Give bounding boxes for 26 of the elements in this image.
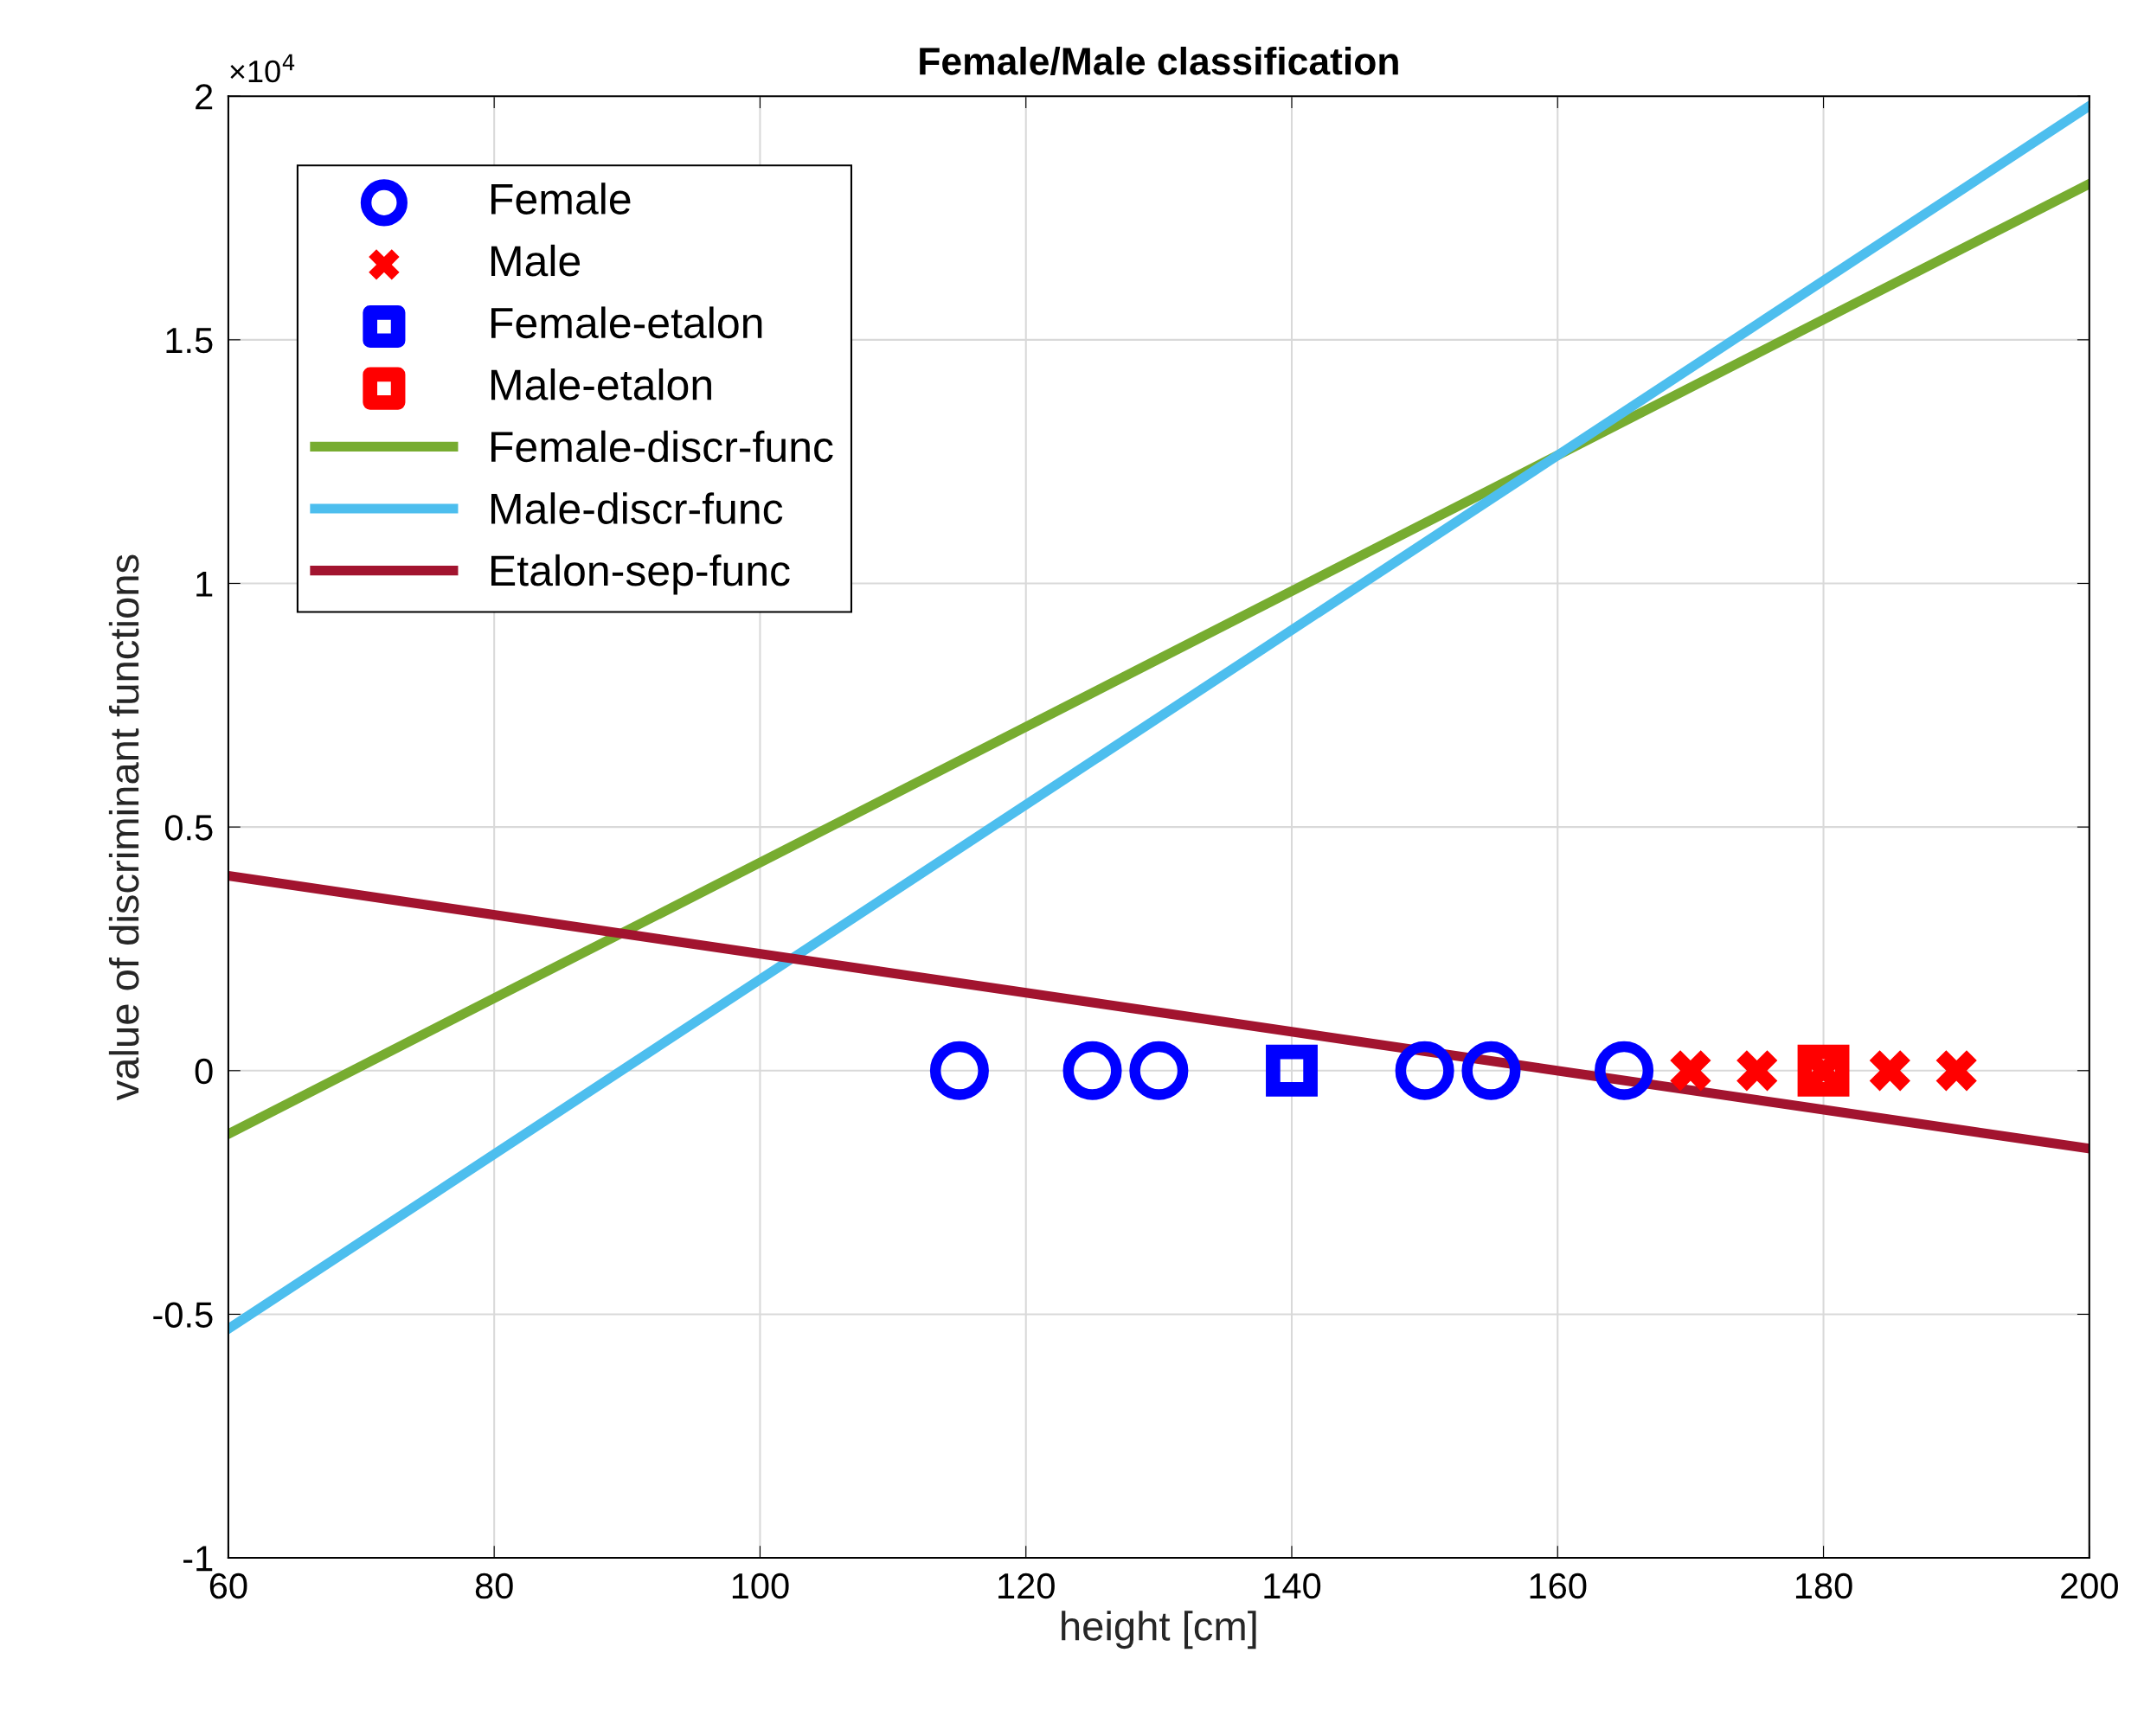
x-tick-label: 180 bbox=[1795, 1573, 1852, 1599]
y-tick-label: -1 bbox=[183, 1546, 213, 1572]
x-axis-title: height [cm] bbox=[1062, 1611, 1256, 1650]
chart-title: Female/Male classification bbox=[920, 46, 1398, 76]
legend-label: Female bbox=[491, 183, 631, 215]
y-tick-label: 0 bbox=[195, 1058, 213, 1085]
legend-label: Male-discr-func bbox=[491, 492, 783, 524]
x-tick-label: 200 bbox=[2061, 1573, 2118, 1599]
x-tick-label: 80 bbox=[475, 1573, 513, 1599]
legend-label: Female-discr-func bbox=[491, 430, 833, 463]
x-tick-label: 100 bbox=[732, 1573, 789, 1599]
legend-label: Male-etalon bbox=[491, 368, 711, 400]
legend-label: Male bbox=[491, 244, 581, 277]
y-tick-label: -0.5 bbox=[153, 1302, 213, 1328]
y-tick-label: 0.5 bbox=[164, 815, 213, 841]
y-tick-label: 1.5 bbox=[166, 328, 213, 354]
x-tick-label: 160 bbox=[1530, 1573, 1587, 1599]
y-axis-title: value of discriminant functions bbox=[108, 554, 139, 1101]
x-tick-label: 60 bbox=[209, 1573, 247, 1599]
x-tick-label: 140 bbox=[1264, 1573, 1321, 1599]
text: ×10$^{4}$ bbox=[230, 54, 295, 83]
legend-label: Etalon-sep-func bbox=[491, 554, 790, 595]
legend-label: Female-etalon bbox=[491, 306, 762, 339]
y-tick-label: 1 bbox=[196, 571, 213, 597]
x-tick-label: 120 bbox=[998, 1573, 1055, 1599]
y-tick-label: 2 bbox=[196, 84, 213, 110]
